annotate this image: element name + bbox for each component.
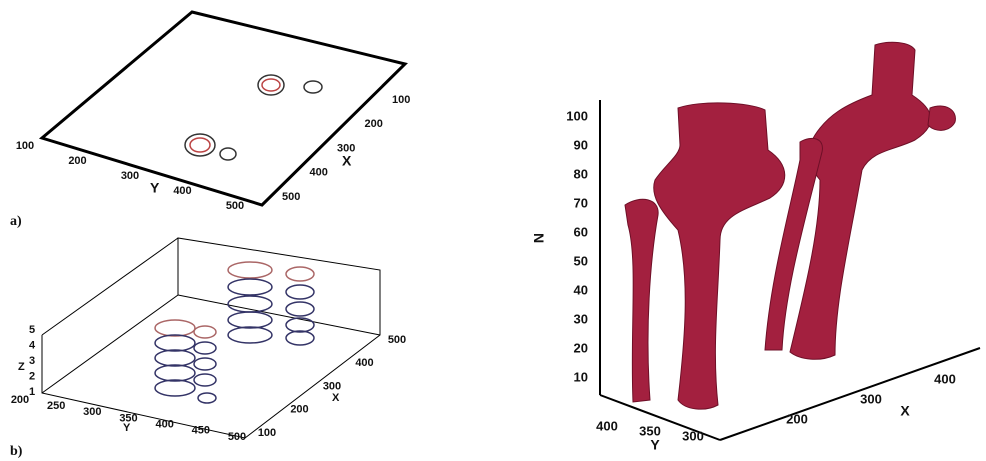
- tick-label: 30: [574, 311, 588, 326]
- axis-label: X: [900, 403, 910, 419]
- tick-label: 200: [68, 155, 86, 167]
- tick-label: 100: [392, 94, 410, 106]
- tick-label: 5: [29, 324, 35, 336]
- tick-label: 1: [29, 386, 35, 398]
- tick-label: 200: [11, 394, 29, 406]
- tick-label: 50: [574, 253, 588, 268]
- tick-label: 450: [192, 425, 210, 437]
- fibula-left: [625, 199, 658, 402]
- tick-label: 3: [29, 355, 35, 367]
- tick-label: 70: [574, 195, 588, 210]
- tick-label: 4: [29, 339, 36, 351]
- figure: a) b) 100200300400500100200300400500YX12…: [0, 0, 986, 461]
- axis-label: Y: [650, 437, 660, 453]
- tick-label: 500: [226, 200, 244, 212]
- tibia-left: [654, 103, 785, 409]
- tick-label: 80: [574, 166, 588, 181]
- axis-label: Y: [123, 422, 131, 434]
- contours: [155, 262, 314, 403]
- tick-label: 300: [83, 406, 101, 418]
- tick-label: 500: [388, 334, 406, 346]
- tick-label: 400: [310, 167, 328, 179]
- tick-label: 200: [786, 411, 808, 426]
- tick-label: 400: [355, 357, 373, 369]
- axis-label: N: [531, 233, 547, 243]
- box-edge: [42, 238, 178, 335]
- tick-label: 90: [574, 137, 588, 152]
- tick-label: 10: [574, 369, 588, 384]
- plane: [42, 12, 405, 205]
- tick-label: 300: [860, 391, 882, 406]
- tick-label: 300: [682, 428, 704, 443]
- patella: [928, 106, 955, 130]
- tick-label: 2: [29, 370, 35, 382]
- tick-label: 100: [16, 140, 34, 152]
- tick-label: 300: [323, 380, 341, 392]
- tick-label: 400: [173, 185, 191, 197]
- panel-a: a): [10, 12, 405, 229]
- axis-label: Z: [18, 361, 25, 373]
- axis-label: X: [342, 153, 352, 169]
- tick-label: 200: [290, 404, 308, 416]
- tick-label: 500: [282, 191, 300, 203]
- tick-label: 40: [574, 282, 588, 297]
- tick-label: 200: [365, 118, 383, 130]
- panel-label: a): [10, 214, 22, 229]
- axis-label: Y: [150, 180, 160, 196]
- x-axis: [720, 348, 980, 440]
- tibia-right: [790, 42, 931, 359]
- tick-label: 400: [596, 418, 618, 433]
- axis-label: X: [332, 392, 340, 404]
- contours: [185, 75, 322, 160]
- tick-label: 20: [574, 340, 588, 355]
- tick-label: 400: [934, 371, 956, 386]
- box-edge: [178, 295, 380, 335]
- tick-label: 100: [566, 108, 588, 123]
- tick-label: 500: [228, 431, 246, 443]
- tick-label: 400: [155, 419, 173, 431]
- tick-label: 300: [121, 170, 139, 182]
- tick-label: 60: [574, 224, 588, 239]
- tick-label: 250: [47, 400, 65, 412]
- tick-label: 100: [258, 427, 276, 439]
- panel-c: [600, 42, 980, 440]
- panel-label: b): [10, 444, 23, 459]
